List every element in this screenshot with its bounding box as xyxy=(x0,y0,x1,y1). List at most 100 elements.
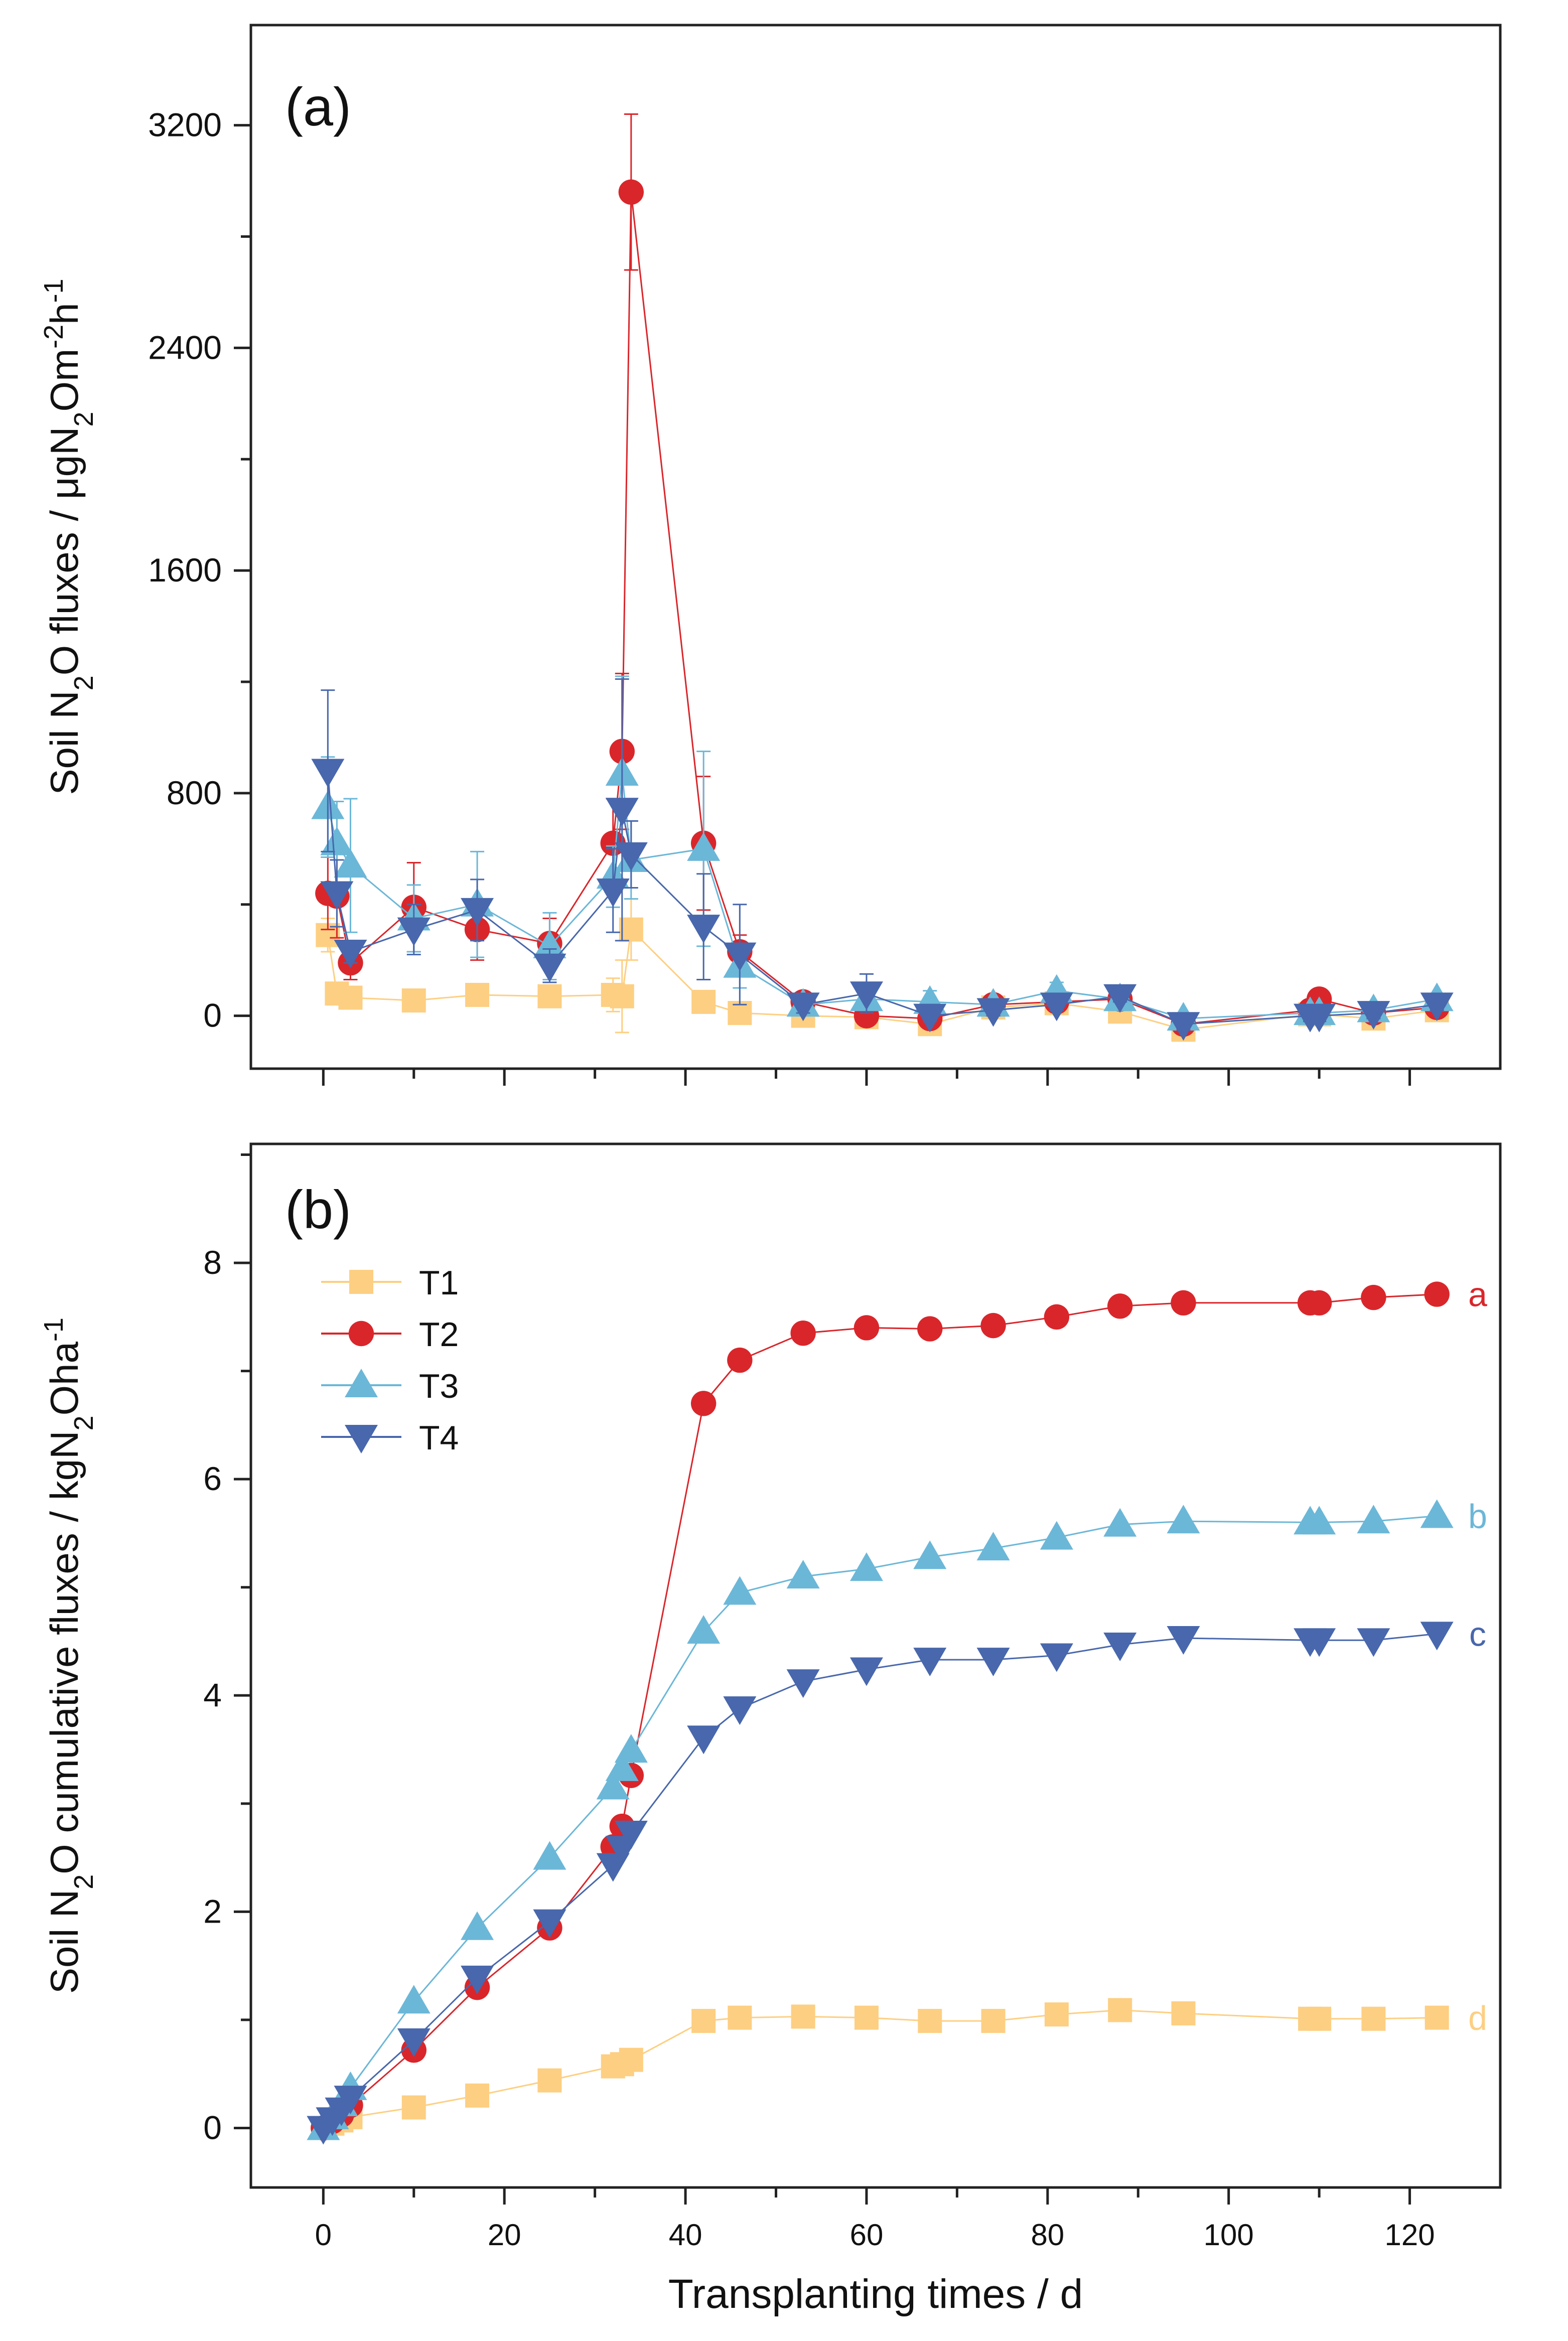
data-point-T2 xyxy=(1424,1281,1450,1307)
legend-label-T3: T3 xyxy=(419,1367,459,1405)
data-point-T3 xyxy=(687,832,721,861)
y-tick-label: 3200 xyxy=(148,106,222,143)
data-point-T4 xyxy=(1420,1622,1454,1651)
data-point-T3 xyxy=(1040,1521,1073,1550)
data-point-T2 xyxy=(690,1391,717,1416)
significance-letter-T3: b xyxy=(1468,1497,1487,1535)
legend-marker-T4 xyxy=(345,1425,378,1453)
panel-a-y-axis-label: Soil N2O fluxes / μgN2Om-2h-1 xyxy=(39,278,99,795)
x-tick-label: 40 xyxy=(669,2218,702,2252)
data-point-T4 xyxy=(1420,992,1454,1021)
data-point-T4 xyxy=(1357,1001,1390,1030)
data-point-T3 xyxy=(1420,1499,1454,1528)
data-point-T4 xyxy=(320,881,354,910)
data-point-T4 xyxy=(913,1648,947,1677)
data-point-T3 xyxy=(913,1540,947,1569)
data-point-T1 xyxy=(1307,2006,1332,2031)
data-point-T4 xyxy=(614,842,648,871)
data-point-T4 xyxy=(1103,984,1137,1013)
data-point-T4 xyxy=(1103,1632,1137,1661)
y-tick-label: 8 xyxy=(203,1244,222,1281)
legend-marker-T2 xyxy=(348,1321,374,1347)
data-point-T1 xyxy=(981,2009,1006,2033)
data-point-T4 xyxy=(687,1725,721,1754)
data-point-T4 xyxy=(461,1965,494,1994)
data-point-T1 xyxy=(401,988,426,1013)
y-tick-label: 0 xyxy=(203,997,222,1034)
data-point-T4 xyxy=(1357,1628,1390,1657)
data-point-T1 xyxy=(1044,2002,1069,2027)
data-point-T1 xyxy=(1171,2001,1196,2025)
data-point-T3 xyxy=(461,1911,494,1940)
x-tick-label: 120 xyxy=(1385,2218,1435,2252)
x-tick-label: 80 xyxy=(1031,2218,1064,2252)
data-point-T4 xyxy=(1040,992,1073,1021)
series-line-T3 xyxy=(327,773,1437,1019)
panel-b-label: (b) xyxy=(285,1179,351,1240)
x-tick-label: 100 xyxy=(1204,2218,1254,2252)
data-point-T4 xyxy=(723,942,757,971)
series-line-T1 xyxy=(327,928,1437,1031)
data-point-T4 xyxy=(334,940,367,969)
data-point-T4 xyxy=(605,798,639,827)
significance-letter-T4: c xyxy=(1469,1615,1486,1653)
y-tick-label: 6 xyxy=(203,1460,222,1497)
series-T3 xyxy=(307,1499,1454,2140)
data-point-T4 xyxy=(614,1821,648,1850)
legend-label-T2: T2 xyxy=(419,1315,459,1354)
panel-b-axes: 0 20 40 60 80 100 120 0 2 4 6 8 xyxy=(203,1153,1435,2252)
data-point-T1 xyxy=(338,985,363,1010)
data-point-T3 xyxy=(397,1985,431,2014)
data-point-T1 xyxy=(691,989,716,1014)
data-point-T3 xyxy=(533,929,566,958)
data-point-T3 xyxy=(1357,1505,1390,1534)
y-tick-label: 0 xyxy=(203,2109,222,2146)
data-point-T4 xyxy=(533,953,566,982)
panel-b-y-axis-label: Soil N2O cumulative fluxes / kgN2Oha-1 xyxy=(39,1318,99,1994)
data-point-T4 xyxy=(1167,1626,1200,1655)
data-point-T2 xyxy=(618,179,644,205)
data-point-T1 xyxy=(1424,2005,1449,2030)
data-point-T4 xyxy=(976,1648,1010,1677)
data-point-T3 xyxy=(723,1576,757,1605)
data-point-T1 xyxy=(1361,2006,1386,2031)
series-line-T2 xyxy=(323,1293,1437,2129)
data-point-T1 xyxy=(537,984,562,1008)
x-tick-label: 60 xyxy=(850,2218,884,2252)
x-axis-label: Transplanting times / d xyxy=(668,2271,1083,2317)
data-point-T1 xyxy=(1108,1998,1132,2022)
significance-letter-T1: d xyxy=(1468,1999,1487,2037)
data-point-T3 xyxy=(1167,1505,1200,1534)
legend-label-T4: T4 xyxy=(419,1419,459,1457)
data-point-T3 xyxy=(596,1771,630,1800)
panel-b: (b) Soil N2O cumulative fluxes / kgN2Oha… xyxy=(39,1142,1502,2317)
data-point-T3 xyxy=(320,826,354,855)
data-point-T2 xyxy=(980,1312,1006,1339)
series-T3 xyxy=(311,675,1454,1031)
data-point-T4 xyxy=(1167,1012,1200,1041)
series-line-T1 xyxy=(323,2009,1437,2129)
series-line-T2 xyxy=(327,192,1437,1025)
x-tick-label: 0 xyxy=(315,2218,332,2252)
data-point-T4 xyxy=(786,992,820,1021)
legend-label-T1: T1 xyxy=(419,1264,459,1302)
y-tick-label: 2 xyxy=(203,1892,222,1930)
data-point-T4 xyxy=(976,998,1010,1027)
data-point-T4 xyxy=(334,2086,367,2115)
data-point-T3 xyxy=(334,849,367,878)
data-point-T1 xyxy=(791,2004,815,2029)
data-point-T1 xyxy=(854,2005,879,2030)
panel-a-label: (a) xyxy=(285,76,351,137)
panel-a: (a) Soil N2O fluxes / μgN2Om-2h-1 0 800 16… xyxy=(39,24,1502,1086)
data-point-T4 xyxy=(1303,1628,1336,1657)
legend-marker-T1 xyxy=(349,1270,373,1294)
x-tick-label: 20 xyxy=(488,2218,521,2252)
series-T4 xyxy=(307,1622,1454,2145)
data-point-T4 xyxy=(687,915,721,944)
data-point-T4 xyxy=(1303,1003,1336,1033)
data-point-T4 xyxy=(397,2028,431,2057)
data-point-T3 xyxy=(614,1734,648,1763)
data-point-T4 xyxy=(533,1909,566,1938)
data-point-T2 xyxy=(727,1347,753,1373)
